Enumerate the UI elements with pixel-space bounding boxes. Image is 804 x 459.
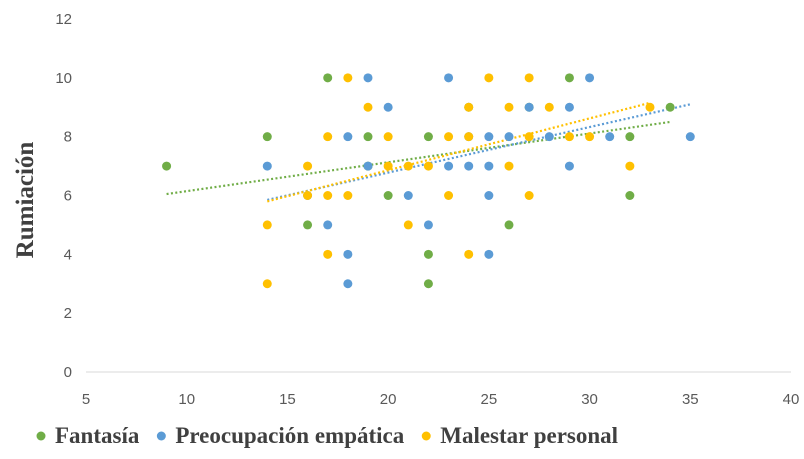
data-point-series-2 — [262, 161, 272, 171]
y-axis-label: Rumiación — [12, 142, 39, 259]
data-point-series-3 — [343, 73, 353, 83]
axes: 5 10 15 20 25 30 35 40 0 2 4 6 8 10 12 — [55, 11, 799, 408]
data-point-series-2 — [564, 102, 574, 112]
data-point-series-1 — [564, 73, 574, 83]
legend-marker-series-2 — [156, 431, 166, 441]
data-point-series-2 — [363, 73, 373, 83]
data-point-series-3 — [504, 161, 514, 171]
data-point-series-3 — [464, 102, 474, 112]
data-point-series-3 — [564, 132, 574, 142]
legend-marker-series-3 — [421, 431, 431, 441]
data-point-series-3 — [343, 191, 353, 200]
data-point-series-3 — [645, 102, 655, 112]
x-tick-label: 35 — [682, 391, 699, 408]
data-point-series-2 — [343, 249, 353, 259]
data-point-series-1 — [504, 220, 514, 230]
data-point-series-3 — [323, 249, 333, 259]
data-point-series-3 — [303, 161, 313, 171]
x-tick-label: 25 — [481, 391, 498, 408]
data-point-series-1 — [423, 132, 433, 142]
data-point-series-2 — [403, 191, 413, 200]
data-point-series-2 — [484, 249, 494, 259]
x-tick-label: 5 — [82, 391, 90, 408]
data-point-series-2 — [605, 132, 615, 142]
data-point-series-2 — [464, 161, 474, 171]
legend-label-series-3: Malestar personal — [440, 423, 618, 448]
data-point-series-3 — [444, 191, 454, 200]
data-points — [162, 73, 695, 289]
y-tick-label: 4 — [64, 246, 72, 263]
data-point-series-3 — [504, 102, 514, 112]
x-tick-label: 40 — [783, 391, 800, 408]
data-point-series-2 — [444, 161, 454, 171]
data-point-series-1 — [665, 102, 675, 112]
data-point-series-3 — [585, 132, 595, 142]
data-point-series-3 — [484, 73, 494, 83]
data-point-series-2 — [484, 191, 494, 200]
data-point-series-2 — [585, 73, 595, 83]
legend-label-series-2: Preocupación empática — [175, 423, 404, 448]
trendline-series-1 — [166, 120, 671, 196]
trendline-series-2 — [267, 103, 691, 201]
data-point-series-3 — [363, 102, 373, 112]
data-point-series-2 — [343, 279, 353, 289]
y-tick-label: 2 — [64, 305, 72, 322]
data-point-series-3 — [464, 249, 474, 259]
data-point-series-3 — [544, 102, 554, 112]
data-point-series-3 — [303, 191, 313, 200]
data-point-series-3 — [323, 132, 333, 142]
data-point-series-3 — [383, 132, 393, 142]
data-point-series-2 — [504, 132, 514, 142]
data-point-series-2 — [484, 161, 494, 171]
legend: Fantasía Preocupación empática Malestar pe… — [36, 423, 618, 448]
data-point-series-2 — [423, 220, 433, 230]
data-point-series-3 — [524, 73, 534, 83]
data-point-series-3 — [444, 132, 454, 142]
legend-label-series-1: Fantasía — [55, 423, 140, 448]
x-tick-label: 20 — [380, 391, 397, 408]
trendlines — [166, 101, 691, 203]
data-point-series-2 — [524, 102, 534, 112]
y-tick-label: 8 — [64, 129, 72, 146]
x-tick-label: 15 — [279, 391, 296, 408]
data-point-series-1 — [383, 191, 393, 200]
data-point-series-1 — [363, 132, 373, 142]
data-point-series-3 — [403, 161, 413, 171]
data-point-series-2 — [444, 73, 454, 83]
data-point-series-1 — [162, 161, 172, 171]
data-point-series-3 — [383, 161, 393, 171]
data-point-series-1 — [625, 191, 635, 200]
data-point-series-1 — [262, 132, 272, 142]
y-tick-label: 6 — [64, 188, 72, 205]
data-point-series-2 — [544, 132, 554, 142]
y-tick-label: 0 — [64, 364, 72, 381]
data-point-series-3 — [262, 220, 272, 230]
data-point-series-2 — [484, 132, 494, 142]
y-tick-label: 10 — [55, 70, 72, 87]
data-point-series-1 — [625, 132, 635, 142]
data-point-series-3 — [524, 191, 534, 200]
data-point-series-3 — [403, 220, 413, 230]
x-tick-label: 30 — [581, 391, 598, 408]
data-point-series-2 — [363, 161, 373, 171]
data-point-series-2 — [685, 132, 695, 142]
y-tick-label: 12 — [55, 11, 72, 28]
data-point-series-1 — [423, 249, 433, 259]
data-point-series-2 — [383, 102, 393, 112]
legend-marker-series-1 — [36, 431, 46, 441]
data-point-series-3 — [262, 279, 272, 289]
data-point-series-2 — [343, 132, 353, 142]
data-point-series-2 — [323, 220, 333, 230]
data-point-series-2 — [564, 161, 574, 171]
x-tick-label: 10 — [178, 391, 195, 408]
data-point-series-1 — [303, 220, 313, 230]
data-point-series-3 — [423, 161, 433, 171]
data-point-series-3 — [625, 161, 635, 171]
data-point-series-1 — [323, 73, 333, 83]
data-point-series-3 — [524, 132, 534, 142]
data-point-series-3 — [464, 132, 474, 142]
data-point-series-1 — [423, 279, 433, 289]
data-point-series-3 — [323, 191, 333, 200]
